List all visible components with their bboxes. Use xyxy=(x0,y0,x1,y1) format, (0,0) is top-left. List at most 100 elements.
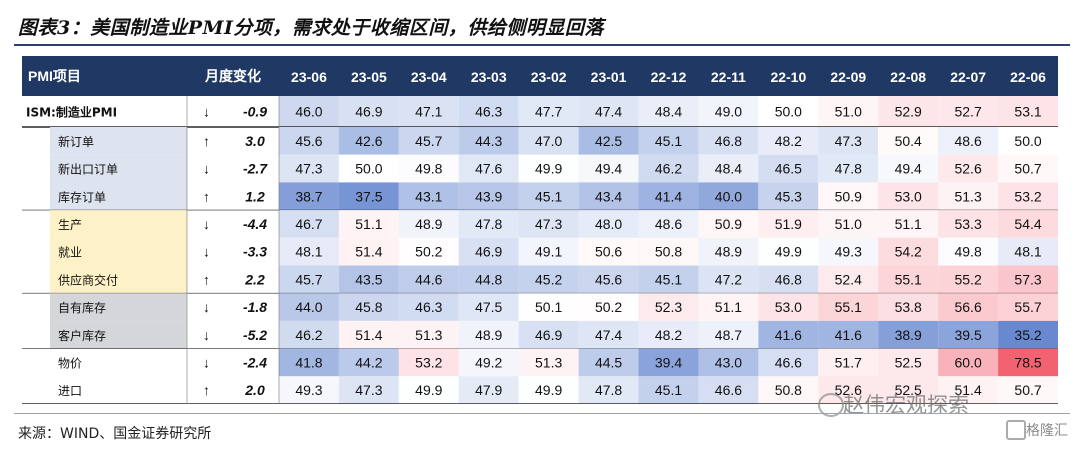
cell-bg-r6-c9 xyxy=(818,265,879,294)
cell-value-r5-c7: 48.9 xyxy=(715,244,742,260)
cell-value-r2-c4: 49.9 xyxy=(535,161,562,177)
row-band-3 xyxy=(50,182,187,211)
cell-value-r1-c0: 45.6 xyxy=(295,133,322,149)
cell-bg-r4-c5 xyxy=(578,210,639,238)
cell-bg-r5-c6 xyxy=(638,237,699,266)
cell-value-r0-c12: 53.1 xyxy=(1014,104,1041,120)
cell-bg-r8-c0 xyxy=(279,320,339,349)
cell-value-r7-c7: 51.1 xyxy=(715,299,742,315)
row-label-9: 物价 xyxy=(58,356,82,370)
cell-bg-r6-c7 xyxy=(698,265,759,294)
table-header xyxy=(22,56,1058,96)
cell-value-r8-c10: 38.9 xyxy=(895,327,922,343)
cell-value-r0-c9: 51.0 xyxy=(835,104,862,120)
cell-bg-r0-c6 xyxy=(638,96,699,127)
cell-bg-r9-c3 xyxy=(458,348,519,377)
cell-value-r1-c8: 48.2 xyxy=(775,133,802,149)
cell-value-r4-c0: 46.7 xyxy=(295,216,322,232)
cell-value-r1-c9: 47.3 xyxy=(835,133,862,149)
cell-bg-r9-c0 xyxy=(279,348,339,377)
cell-bg-r2-c12 xyxy=(998,154,1058,183)
cell-value-r5-c10: 54.2 xyxy=(895,244,922,260)
cell-bg-r9-c10 xyxy=(878,348,939,377)
cell-bg-r3-c12 xyxy=(998,182,1058,211)
watermark: 赵伟宏观探索 xyxy=(843,393,969,417)
source-rule xyxy=(14,413,1070,414)
cell-value-r0-c4: 47.7 xyxy=(535,104,562,120)
column-header-23-02: 23-02 xyxy=(531,69,567,85)
cell-value-r4-c2: 48.9 xyxy=(415,216,442,232)
cell-bg-r5-c11 xyxy=(938,237,999,266)
row-label-5: 就业 xyxy=(58,246,82,260)
row-label-4: 生产 xyxy=(58,218,82,232)
cell-value-r5-c11: 49.8 xyxy=(954,244,981,260)
column-header-23-06: 23-06 xyxy=(291,69,327,85)
cell-bg-r6-c12 xyxy=(998,265,1058,294)
cell-bg-r4-c7 xyxy=(698,210,759,238)
cell-bg-r1-c9 xyxy=(818,127,879,155)
cell-bg-r0-c0 xyxy=(279,96,339,127)
cell-value-r9-c9: 51.7 xyxy=(835,354,862,370)
cell-value-r2-c1: 50.0 xyxy=(355,161,382,177)
cell-bg-r8-c7 xyxy=(698,320,759,349)
cell-value-r9-c2: 53.2 xyxy=(415,354,442,370)
column-header-23-04: 23-04 xyxy=(411,69,447,85)
cell-value-r4-c3: 47.8 xyxy=(475,216,502,232)
cell-value-r9-c3: 49.2 xyxy=(475,354,502,370)
cell-value-r7-c10: 53.8 xyxy=(895,299,922,315)
cell-value-r4-c7: 50.9 xyxy=(715,216,742,232)
cell-value-r2-c6: 46.2 xyxy=(655,161,682,177)
cell-bg-r3-c11 xyxy=(938,182,999,211)
cell-value-r1-c3: 44.3 xyxy=(475,133,502,149)
cell-value-r6-c1: 43.5 xyxy=(355,271,382,287)
cell-value-r8-c11: 39.5 xyxy=(954,327,981,343)
cell-value-r5-c5: 50.6 xyxy=(595,244,622,260)
row-label-7: 自有库存 xyxy=(58,300,106,315)
cell-value-r6-c4: 45.2 xyxy=(535,271,562,287)
cell-value-r4-c5: 48.0 xyxy=(595,216,622,232)
cell-value-r8-c6: 48.2 xyxy=(655,327,682,343)
cell-value-r3-c11: 51.3 xyxy=(954,188,981,204)
row-label-6: 供应商交付 xyxy=(58,272,118,287)
trend-down-icon-2: ↓ xyxy=(203,161,210,177)
cell-bg-r4-c6 xyxy=(638,210,699,238)
cell-bg-r2-c4 xyxy=(518,154,579,183)
row-label-8: 客户库存 xyxy=(58,328,106,343)
pmi-table: PMI项目 月度变化 23-06 23-05 23-04 23-03 23-02 23-01 2… xyxy=(22,56,1058,404)
cell-value-r10-c11: 51.4 xyxy=(954,382,981,398)
cell-bg-r3-c10 xyxy=(878,182,939,211)
cell-bg-r1-c3 xyxy=(458,127,519,155)
cell-bg-r4-c3 xyxy=(458,210,519,238)
cell-value-r1-c1: 42.6 xyxy=(355,133,382,149)
cell-bg-r8-c1 xyxy=(338,320,399,349)
column-header-22-07: 22-07 xyxy=(950,69,986,85)
cell-bg-r5-c0 xyxy=(279,237,339,266)
cell-value-r6-c12: 57.3 xyxy=(1014,271,1041,287)
cell-bg-r5-c7 xyxy=(698,237,759,266)
cell-bg-r6-c6 xyxy=(638,265,699,294)
cell-value-r6-c7: 47.2 xyxy=(715,271,742,287)
cell-bg-r0-c1 xyxy=(338,96,399,127)
cell-bg-r2-c0 xyxy=(279,154,339,183)
logo-icon xyxy=(1006,420,1026,440)
cell-value-r2-c8: 46.5 xyxy=(775,161,802,177)
cell-bg-r4-c10 xyxy=(878,210,939,238)
cell-bg-r0-c5 xyxy=(578,96,639,127)
cell-value-r7-c9: 55.1 xyxy=(835,299,862,315)
cell-bg-r10-c3 xyxy=(458,376,519,404)
cell-bg-r8-c5 xyxy=(578,320,639,349)
cell-value-r7-c6: 52.3 xyxy=(655,299,682,315)
cell-value-r7-c5: 50.2 xyxy=(595,299,622,315)
cell-value-r8-c0: 46.2 xyxy=(295,327,322,343)
column-header-22-10: 22-10 xyxy=(770,69,806,85)
cell-bg-r7-c9 xyxy=(818,293,879,321)
cell-bg-r3-c4 xyxy=(518,182,579,211)
cell-bg-r5-c12 xyxy=(998,237,1058,266)
cell-bg-r1-c6 xyxy=(638,127,699,155)
cell-bg-r0-c3 xyxy=(458,96,519,127)
cell-value-r6-c6: 45.1 xyxy=(655,271,682,287)
cell-bg-r7-c11 xyxy=(938,293,999,321)
cell-bg-r7-c1 xyxy=(338,293,399,321)
cell-bg-r4-c12 xyxy=(998,210,1058,238)
trend-up-icon-3: ↑ xyxy=(203,188,210,204)
